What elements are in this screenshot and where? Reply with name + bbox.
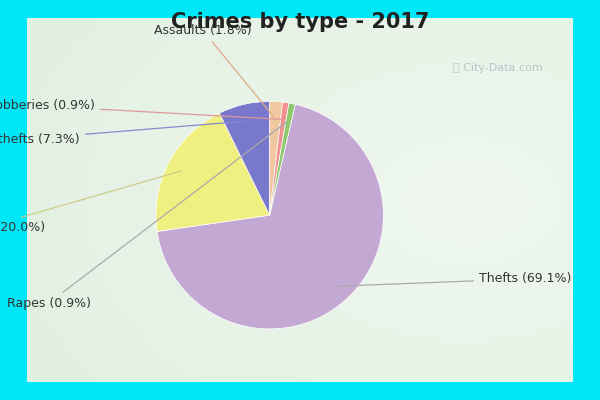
Text: Rapes (0.9%): Rapes (0.9%) [7, 122, 287, 310]
Text: Assaults (1.8%): Assaults (1.8%) [154, 24, 274, 116]
Wedge shape [269, 103, 295, 215]
Text: Crimes by type - 2017: Crimes by type - 2017 [171, 12, 429, 32]
Text: Auto thefts (7.3%): Auto thefts (7.3%) [0, 121, 245, 146]
Text: Robberies (0.9%): Robberies (0.9%) [0, 100, 281, 119]
Text: ⓘ City-Data.com: ⓘ City-Data.com [453, 63, 543, 73]
Text: Burglaries (20.0%): Burglaries (20.0%) [0, 171, 181, 234]
Wedge shape [156, 113, 269, 232]
Wedge shape [269, 102, 283, 215]
Wedge shape [269, 102, 289, 215]
Wedge shape [157, 104, 383, 329]
Text: Thefts (69.1%): Thefts (69.1%) [338, 272, 571, 286]
Wedge shape [220, 102, 270, 215]
